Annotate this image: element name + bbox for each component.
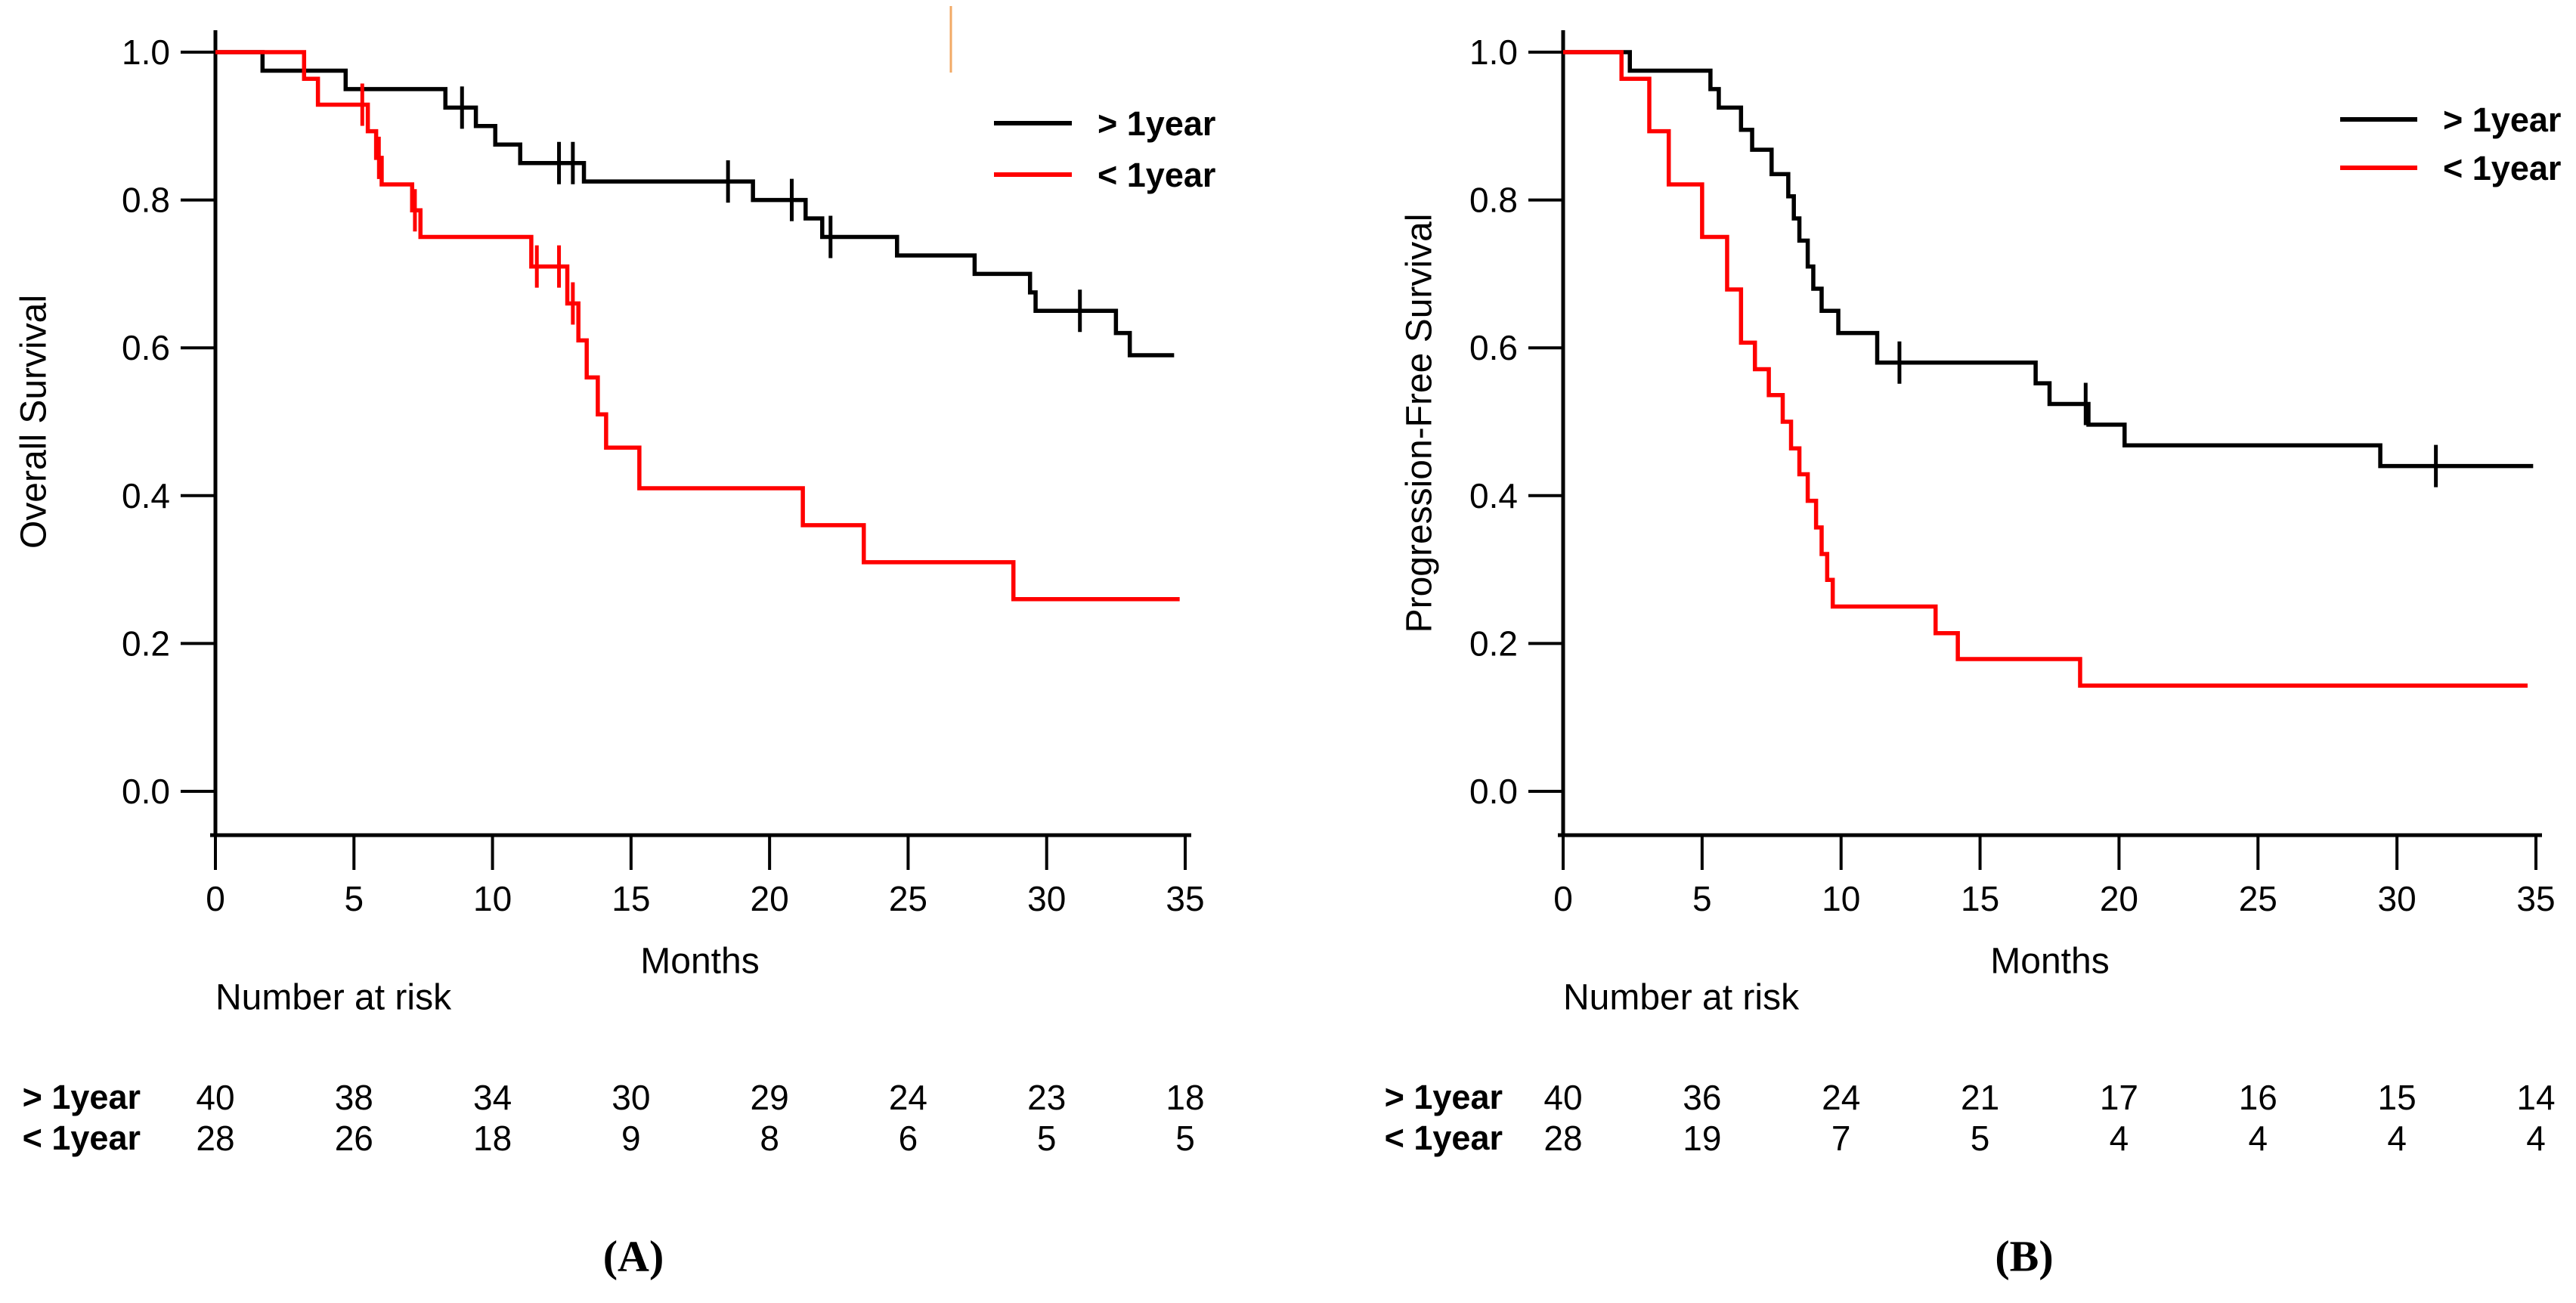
panel-a-risk-row-label-over-1year: > 1year — [22, 1078, 141, 1116]
panel-b-y-axis-title: Progression-Free Survival — [1399, 213, 1440, 633]
panel-b-risk-row-label-over-1year: > 1year — [1384, 1078, 1503, 1116]
panel-b-risk-count: 14 — [2516, 1078, 2555, 1117]
panel-b-x-tick-label: 25 — [2239, 879, 2277, 918]
panel-a-risk-count: 38 — [335, 1078, 373, 1117]
panel-a-x-tick-label: 15 — [611, 879, 650, 918]
panel-b-risk-count: 21 — [1961, 1078, 1999, 1117]
panel-a-legend-label-over-1year: > 1year — [1098, 104, 1215, 143]
panel-a-y-tick-label: 0.6 — [122, 328, 170, 367]
panel-b-risk-count: 4 — [2387, 1119, 2407, 1158]
panel-b-y-tick-label: 0.6 — [1469, 328, 1518, 367]
panel-a-y-tick-label: 0.2 — [122, 624, 170, 663]
panel-b-x-tick-label: 30 — [2378, 879, 2417, 918]
panel-a-risk-count: 30 — [611, 1078, 650, 1117]
panel-b-risk-count: 40 — [1543, 1078, 1582, 1117]
panel-b-x-tick-label: 20 — [2100, 879, 2138, 918]
panel-a-risk-count: 29 — [751, 1078, 789, 1117]
panel-a-risk-count: 18 — [1166, 1078, 1204, 1117]
panel-a-number-at-risk-header: Number at risk — [215, 977, 452, 1018]
panel-a-x-tick-label: 10 — [473, 879, 512, 918]
panel-a-y-axis-title: Overall Survival — [14, 294, 54, 549]
panel-a-x-tick-label: 30 — [1027, 879, 1066, 918]
panel-a-risk-count: 18 — [473, 1119, 512, 1158]
panel-b-y-tick-label: 0.2 — [1469, 624, 1518, 663]
panel-a-risk-count: 26 — [335, 1119, 373, 1158]
panel-a-risk-count: 24 — [889, 1078, 927, 1117]
panel-b-y-tick-label: 0.4 — [1469, 476, 1518, 515]
panel-b-y-tick-label: 0.8 — [1469, 181, 1518, 220]
panel-b-number-at-risk-header: Number at risk — [1563, 977, 1800, 1018]
panel-a-risk-count: 9 — [621, 1119, 641, 1158]
panel-a-risk-count: 28 — [196, 1119, 234, 1158]
panel-a-risk-count: 23 — [1027, 1078, 1066, 1117]
panel-b-risk-count: 7 — [1831, 1119, 1851, 1158]
panel-b-x-tick-label: 0 — [1553, 879, 1573, 918]
panel-b-risk-count: 36 — [1683, 1078, 1721, 1117]
panel-a-y-tick-label: 1.0 — [122, 32, 170, 72]
panel-a-x-tick-label: 0 — [206, 879, 225, 918]
panel-a-risk-count: 5 — [1037, 1119, 1057, 1158]
panel-a-y-tick-label: 0.4 — [122, 476, 170, 515]
panel-b-legend-label-over-1year: > 1year — [2443, 101, 2561, 139]
panel-b-risk-count: 4 — [2110, 1119, 2129, 1158]
panel-b-risk-count: 17 — [2100, 1078, 2138, 1117]
panel-b-risk-count: 24 — [1822, 1078, 1860, 1117]
panel-b-x-tick-label: 35 — [2516, 879, 2555, 918]
panel-a-x-tick-label: 35 — [1166, 879, 1204, 918]
panel-b-km-curve-under-1year — [1563, 50, 2528, 688]
panel-b-risk-count: 15 — [2378, 1078, 2417, 1117]
panel-b-x-tick-label: 15 — [1961, 879, 1999, 918]
panel-a-legend-label-under-1year: < 1year — [1098, 156, 1215, 194]
panel-a-x-tick-label: 5 — [344, 879, 364, 918]
panel-a-x-axis-title: Months — [640, 941, 760, 982]
panel-b-y-tick-label: 1.0 — [1469, 32, 1518, 72]
panel-b-x-tick-label: 5 — [1692, 879, 1712, 918]
panel-a-risk-count: 6 — [899, 1119, 918, 1158]
panel-b-risk-count: 4 — [2248, 1119, 2268, 1158]
panel-a-x-tick-label: 25 — [889, 879, 927, 918]
panel-b-risk-count: 19 — [1683, 1119, 1721, 1158]
panel-a-risk-row-label-under-1year: < 1year — [22, 1119, 141, 1157]
panel-b-risk-count: 4 — [2526, 1119, 2546, 1158]
panel-b-x-axis-title: Months — [1990, 941, 2110, 982]
panel-a-caption: (A) — [602, 1231, 664, 1281]
panel-a-y-tick-label: 0.8 — [122, 181, 170, 220]
panel-b-risk-row-label-under-1year: < 1year — [1384, 1119, 1503, 1157]
panel-a-risk-count: 40 — [196, 1078, 234, 1117]
panel-b-risk-count: 16 — [2239, 1078, 2277, 1117]
panel-a-risk-count: 5 — [1175, 1119, 1195, 1158]
panel-a-risk-count: 34 — [473, 1078, 512, 1117]
panel-a-km-curve-under-1year — [215, 50, 1180, 602]
panel-b-caption: (B) — [1995, 1231, 2054, 1281]
panel-a-km-curve-over-1year — [215, 50, 1175, 357]
panel-b-risk-count: 5 — [1971, 1119, 1990, 1158]
panel-b-km-curve-over-1year — [1563, 50, 2534, 469]
panel-b-risk-count: 28 — [1543, 1119, 1582, 1158]
panel-a-y-tick-label: 0.0 — [122, 772, 170, 811]
panel-a-x-tick-label: 20 — [751, 879, 789, 918]
panel-b-x-tick-label: 10 — [1822, 879, 1860, 918]
panel-b-legend-label-under-1year: < 1year — [2443, 149, 2561, 187]
panel-b-y-tick-label: 0.0 — [1469, 772, 1518, 811]
panel-a-risk-count: 8 — [760, 1119, 779, 1158]
